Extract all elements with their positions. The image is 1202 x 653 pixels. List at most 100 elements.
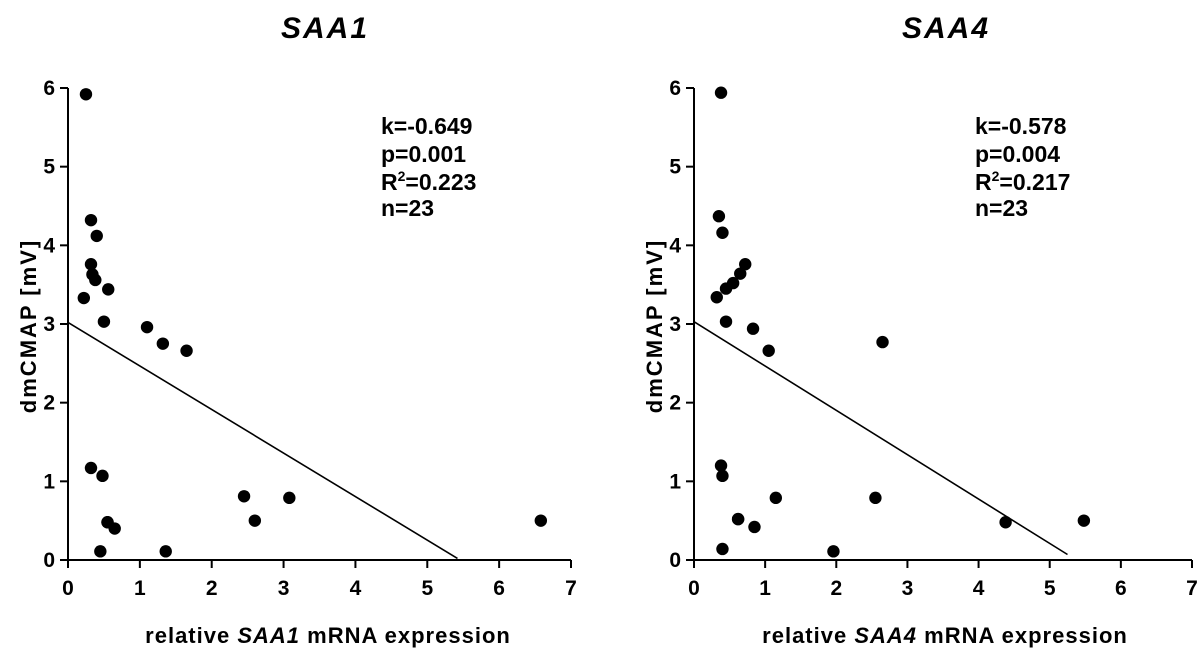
stat-k: k=-0.649 bbox=[381, 113, 472, 139]
stat-n: n=23 bbox=[381, 195, 434, 221]
x-axis-label-part: relative bbox=[145, 623, 237, 648]
y-axis-label: dmCMAP [mV] bbox=[16, 239, 41, 413]
regression-line bbox=[693, 320, 1068, 556]
data-point bbox=[180, 344, 193, 357]
stat-r2: R2=0.223 bbox=[381, 168, 476, 195]
y-tick-label: 0 bbox=[43, 549, 55, 572]
x-axis-label-part: SAA4 bbox=[854, 623, 917, 648]
data-point bbox=[84, 461, 98, 475]
data-point bbox=[827, 545, 840, 558]
x-axis-label-part: relative bbox=[762, 623, 854, 648]
data-point bbox=[156, 337, 170, 350]
y-tick-label: 2 bbox=[669, 392, 681, 415]
y-tick-label: 4 bbox=[43, 234, 55, 257]
x-tick-label: 4 bbox=[973, 577, 985, 600]
data-point bbox=[159, 545, 172, 558]
x-tick-label: 1 bbox=[759, 577, 771, 600]
data-point bbox=[77, 291, 91, 305]
x-tick-label: 6 bbox=[1115, 577, 1127, 600]
data-point bbox=[748, 520, 761, 534]
data-point bbox=[769, 491, 783, 505]
data-point bbox=[719, 282, 733, 295]
data-point bbox=[94, 545, 107, 558]
stat-r2-superscript: 2 bbox=[398, 168, 406, 184]
x-tick-label: 7 bbox=[565, 577, 577, 600]
data-point bbox=[90, 229, 103, 243]
y-tick-label: 6 bbox=[43, 77, 55, 100]
x-axis-label-part: SAA1 bbox=[237, 623, 300, 648]
data-point bbox=[283, 491, 296, 505]
x-tick-label: 1 bbox=[134, 577, 146, 600]
y-tick-label: 1 bbox=[669, 470, 681, 493]
stat-r2-value: =0.223 bbox=[405, 169, 476, 195]
x-tick-label: 3 bbox=[902, 577, 914, 600]
data-point bbox=[712, 210, 726, 223]
data-point bbox=[710, 291, 723, 304]
y-tick-label: 3 bbox=[43, 313, 55, 336]
x-axis-label: relative SAA1 mRNA expression bbox=[145, 623, 511, 648]
x-axis-label-part: mRNA expression bbox=[917, 623, 1128, 648]
data-point bbox=[248, 514, 262, 527]
chart-title: SAA4 bbox=[902, 12, 990, 45]
data-point bbox=[96, 469, 109, 483]
stat-k: k=-0.578 bbox=[975, 113, 1067, 139]
data-point bbox=[714, 86, 728, 99]
data-point bbox=[999, 516, 1012, 529]
data-point bbox=[869, 491, 882, 505]
data-point bbox=[734, 267, 747, 280]
stat-r2: R2=0.217 bbox=[975, 168, 1070, 195]
data-point bbox=[716, 226, 729, 239]
data-point bbox=[719, 315, 733, 328]
data-point bbox=[89, 273, 102, 287]
stat-r2-prefix: R bbox=[381, 169, 398, 195]
data-point bbox=[739, 258, 752, 271]
chart-panel-2: SAA4 0 1 2 3 4 5 6 0 1 2 3 4 5 6 7 dmCMAP [mV] relative S… bbox=[642, 12, 1198, 648]
y-tick-label: 5 bbox=[43, 156, 55, 179]
y-tick-label: 2 bbox=[43, 392, 55, 415]
regression-line bbox=[67, 321, 458, 560]
data-point bbox=[716, 469, 729, 483]
data-point bbox=[714, 459, 728, 472]
data-point bbox=[140, 320, 154, 334]
y-axis-label: dmCMAP [mV] bbox=[642, 239, 667, 413]
data-point bbox=[716, 542, 729, 556]
y-tick-label: 6 bbox=[669, 77, 681, 100]
data-point bbox=[84, 258, 98, 271]
stat-p: p=0.001 bbox=[381, 141, 466, 167]
stat-r2-prefix: R bbox=[975, 169, 992, 195]
x-axis-label: relative SAA4 mRNA expression bbox=[762, 623, 1128, 648]
data-point bbox=[101, 516, 114, 529]
data-point bbox=[102, 283, 115, 296]
data-point bbox=[746, 322, 760, 335]
x-tick-label: 0 bbox=[688, 577, 700, 600]
stat-p: p=0.004 bbox=[975, 141, 1060, 167]
y-tick-label: 5 bbox=[669, 156, 681, 179]
x-tick-label: 3 bbox=[278, 577, 290, 600]
chart-panel-1: SAA1 0 1 2 3 4 5 6 0 1 2 3 4 5 6 7 dmCMAP [mV] relative S… bbox=[16, 12, 577, 648]
x-axis-label-part: mRNA expression bbox=[300, 623, 511, 648]
x-tick-label: 5 bbox=[421, 577, 433, 600]
x-tick-label: 5 bbox=[1044, 577, 1056, 600]
x-tick-label: 2 bbox=[830, 577, 842, 600]
x-tick-label: 4 bbox=[350, 577, 362, 600]
data-point bbox=[84, 213, 98, 227]
data-point bbox=[79, 88, 93, 101]
x-tick-label: 2 bbox=[206, 577, 218, 600]
x-tick-label: 6 bbox=[493, 577, 505, 600]
chart-title: SAA1 bbox=[281, 12, 369, 45]
x-tick-label: 0 bbox=[62, 577, 74, 600]
stat-n: n=23 bbox=[975, 195, 1028, 221]
data-point bbox=[762, 344, 775, 357]
data-point bbox=[534, 514, 548, 527]
y-tick-label: 1 bbox=[43, 470, 55, 493]
x-tick-label: 7 bbox=[1186, 577, 1198, 600]
stat-r2-value: =0.217 bbox=[999, 169, 1070, 195]
data-point bbox=[876, 335, 889, 349]
y-tick-label: 4 bbox=[669, 234, 681, 257]
data-point bbox=[237, 490, 251, 503]
y-tick-label: 0 bbox=[669, 549, 681, 572]
data-point bbox=[97, 315, 111, 328]
y-tick-label: 3 bbox=[669, 313, 681, 336]
stat-r2-superscript: 2 bbox=[992, 168, 1000, 184]
